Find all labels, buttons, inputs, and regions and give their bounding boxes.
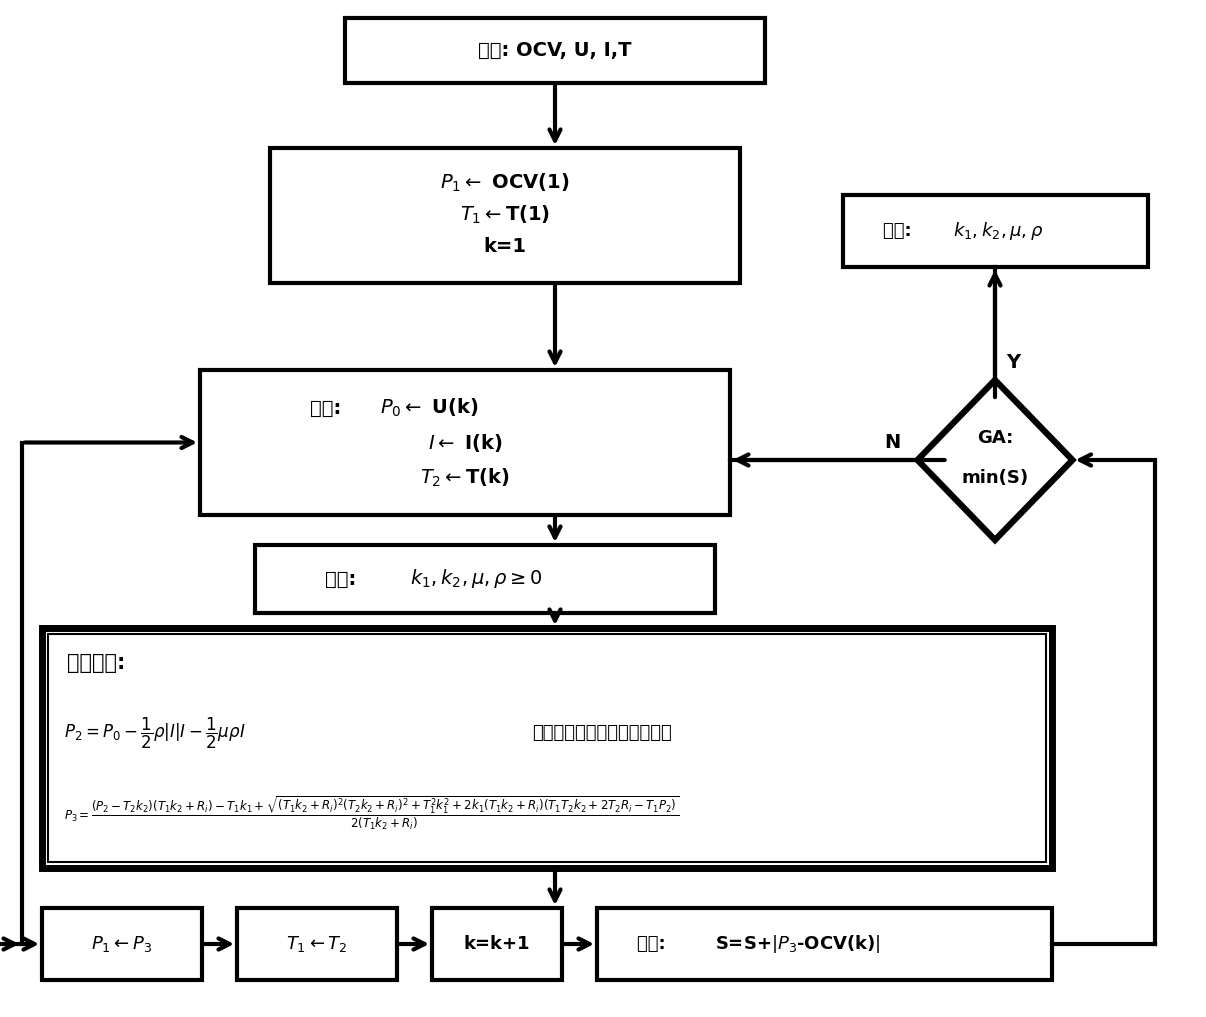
Text: $T_2\leftarrow$T(k): $T_2\leftarrow$T(k) — [420, 467, 510, 489]
Text: $P_1 \leftarrow$ OCV(1): $P_1 \leftarrow$ OCV(1) — [440, 172, 569, 194]
Text: k=k+1: k=k+1 — [464, 935, 531, 953]
Bar — [254, 545, 715, 613]
Bar — [42, 908, 201, 980]
Bar — [432, 908, 562, 980]
Text: 赋值:: 赋值: — [310, 399, 349, 418]
Bar — [42, 629, 1052, 868]
Bar — [270, 148, 740, 283]
Text: 误差:: 误差: — [637, 935, 672, 953]
Text: 输出:: 输出: — [883, 222, 918, 240]
Text: min(S): min(S) — [961, 469, 1029, 487]
Text: 条件:: 条件: — [324, 570, 363, 589]
Text: N: N — [884, 432, 901, 452]
Text: $P_1\leftarrow P_3$: $P_1\leftarrow P_3$ — [92, 934, 153, 954]
Bar — [597, 908, 1052, 980]
Text: 读取: OCV, U, I,T: 读取: OCV, U, I,T — [479, 41, 632, 60]
Bar — [48, 634, 1046, 862]
Text: $P_3=\dfrac{(P_2-T_2k_2)(T_1k_2+R_i)-T_1k_1+\sqrt{(T_1k_2+R_i)^2(T_2k_2+R_i)^2+T: $P_3=\dfrac{(P_2-T_2k_2)(T_1k_2+R_i)-T_1… — [64, 794, 679, 832]
Bar — [843, 195, 1148, 267]
Text: $T_1\leftarrow$T(1): $T_1\leftarrow$T(1) — [459, 203, 550, 226]
Text: GA:: GA: — [977, 429, 1013, 447]
Text: $k_1, k_2, \mu, \rho$: $k_1, k_2, \mu, \rho$ — [953, 220, 1043, 242]
Text: $P_0\leftarrow$ U(k): $P_0\leftarrow$ U(k) — [380, 397, 479, 419]
Text: $T_1\leftarrow T_2$: $T_1\leftarrow T_2$ — [286, 934, 347, 954]
Bar — [200, 370, 730, 515]
Text: （电流充电为正，放电为负）: （电流充电为正，放电为负） — [532, 724, 672, 742]
Text: S=S+$|P_3$-OCV(k)$|$: S=S+$|P_3$-OCV(k)$|$ — [715, 933, 880, 955]
Text: k=1: k=1 — [484, 238, 527, 256]
Text: $P_2 = P_0 - \dfrac{1}{2}\rho|I|I - \dfrac{1}{2}\mu\rho I$: $P_2 = P_0 - \dfrac{1}{2}\rho|I|I - \dfr… — [64, 715, 246, 751]
Text: 状态方程:: 状态方程: — [68, 653, 125, 673]
Text: $k_1, k_2, \mu, \rho \geq 0$: $k_1, k_2, \mu, \rho \geq 0$ — [410, 567, 543, 591]
Polygon shape — [918, 380, 1072, 540]
Text: Y: Y — [1006, 353, 1020, 371]
Bar — [345, 18, 765, 83]
Text: $I \leftarrow$ I(k): $I \leftarrow$ I(k) — [428, 432, 503, 454]
Bar — [238, 908, 397, 980]
